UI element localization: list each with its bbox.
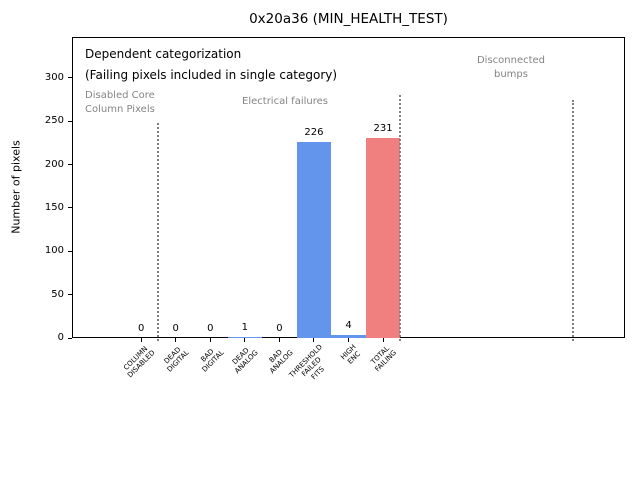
annotation-dependent-categorization: Dependent categorization <box>85 47 242 61</box>
x-tick-label: DEAD DIGITAL <box>162 345 192 374</box>
x-tick-mark <box>140 338 142 342</box>
y-tick-label: 0 <box>57 332 64 343</box>
separator-line <box>399 95 402 341</box>
section-label-electrical-failures: Electrical failures <box>242 96 328 107</box>
x-tick-mark <box>348 338 349 342</box>
x-tick-mark <box>313 338 315 342</box>
y-tick-label: 200 <box>44 158 64 170</box>
plot-area <box>72 37 625 338</box>
bar-value-label: 0 <box>172 323 179 334</box>
x-tick-label: TOTAL FAILING <box>369 344 399 374</box>
bar-value-label: 226 <box>304 126 324 138</box>
y-tick-label: 50 <box>51 288 64 300</box>
y-tick-mark <box>68 164 72 165</box>
bar-value-label: 0 <box>276 323 283 334</box>
bar-value-label: 1 <box>241 321 248 333</box>
x-tick-label: HIGH ENC <box>339 343 363 367</box>
x-tick-mark <box>244 338 246 342</box>
x-tick-label: COLUMN DISABLED <box>121 344 157 380</box>
section-label-disconnected-bumps: Disconnected bumps <box>476 55 546 80</box>
annotation-dependent-subtitle: (Failing pixels included in single categ… <box>85 68 338 82</box>
bar-value-label: 0 <box>207 323 214 334</box>
x-tick-label: THRESHOLD FAILED FITS <box>287 343 326 382</box>
bar <box>331 334 366 338</box>
x-tick-label: DEAD ANALOG <box>231 346 261 376</box>
y-tick-mark <box>68 337 72 339</box>
y-tick-label: 300 <box>44 71 64 83</box>
y-tick-mark <box>68 250 72 252</box>
y-tick-mark <box>68 294 72 296</box>
bar <box>227 336 263 338</box>
y-tick-label: 100 <box>44 245 64 257</box>
bar-value-label: 231 <box>373 122 393 134</box>
x-tick-mark <box>278 338 280 342</box>
bar-value-label: 0 <box>137 323 145 334</box>
y-axis-label: Number of pixels <box>9 140 23 234</box>
bar-value-label: 4 <box>345 319 352 331</box>
bar <box>365 137 401 338</box>
y-tick-mark <box>68 207 72 209</box>
x-tick-mark <box>175 338 177 342</box>
y-tick-label: 150 <box>44 201 64 213</box>
y-tick-mark <box>68 77 72 79</box>
chart-title: 0x20a36 (MIN_HEALTH_TEST) <box>249 11 448 27</box>
x-tick-mark <box>209 338 211 342</box>
separator-line <box>572 100 575 341</box>
section-label-disabled-core-column-pixels: Disabled Core Column Pixels <box>85 90 155 115</box>
bar <box>296 141 332 338</box>
y-tick-label: 250 <box>44 115 64 127</box>
separator-line <box>157 123 160 341</box>
y-tick-mark <box>68 120 72 122</box>
x-tick-label: BAD DIGITAL <box>199 347 226 374</box>
x-tick-mark <box>382 338 384 342</box>
